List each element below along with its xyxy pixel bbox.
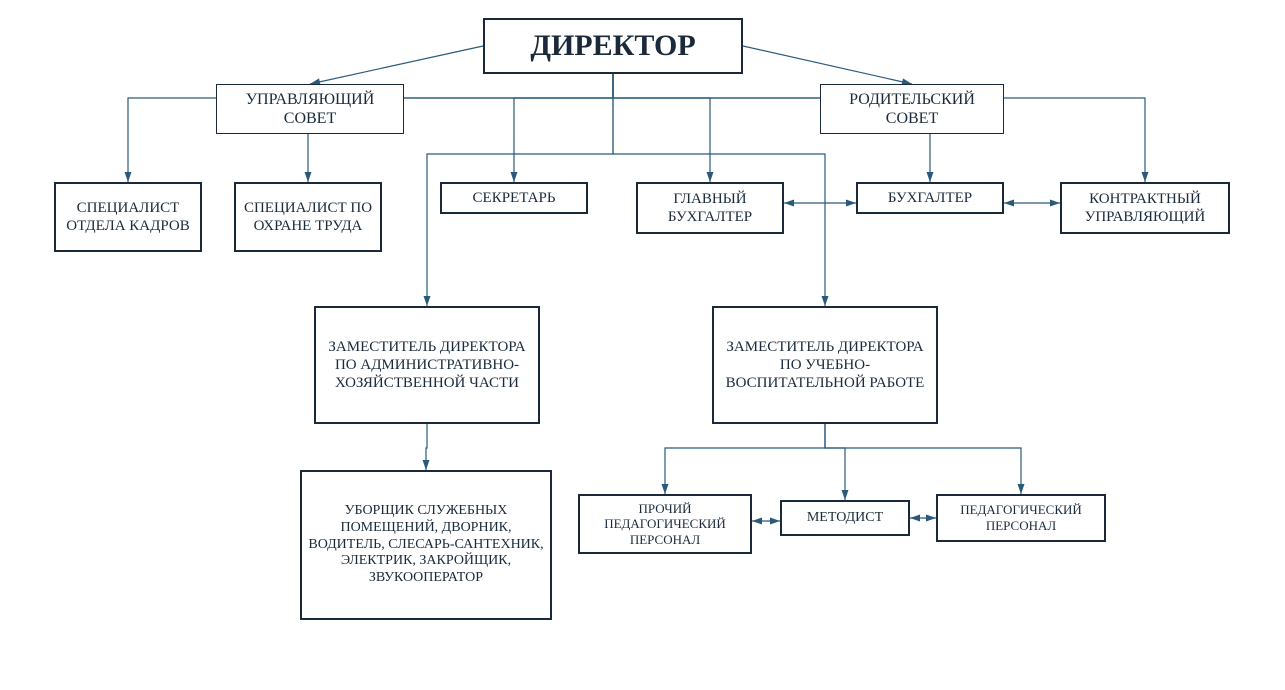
node-methodist: МЕТОДИСТ xyxy=(780,500,910,536)
node-hr-specialist: СПЕЦИАЛИСТ ОТДЕЛА КАДРОВ xyxy=(54,182,202,252)
node-parent-council: РОДИТЕЛЬСКИЙ СОВЕТ xyxy=(820,84,1004,134)
node-accountant: БУХГАЛТЕР xyxy=(856,182,1004,214)
node-label: ЗАМЕСТИТЕЛЬ ДИРЕКТОРА ПО УЧЕБНО-ВОСПИТАТ… xyxy=(720,338,930,392)
node-contract-manager: КОНТРАКТНЫЙ УПРАВЛЯЮЩИЙ xyxy=(1060,182,1230,234)
org-chart-canvas: ДИРЕКТОР УПРАВЛЯЮЩИЙ СОВЕТ РОДИТЕЛЬСКИЙ … xyxy=(0,0,1285,690)
node-label: СПЕЦИАЛИСТ ОТДЕЛА КАДРОВ xyxy=(62,199,194,235)
node-chief-accountant: ГЛАВНЫЙ БУХГАЛТЕР xyxy=(636,182,784,234)
node-secretary: СЕКРЕТАРЬ xyxy=(440,182,588,214)
node-deputy-edu: ЗАМЕСТИТЕЛЬ ДИРЕКТОРА ПО УЧЕБНО-ВОСПИТАТ… xyxy=(712,306,938,424)
node-label: СЕКРЕТАРЬ xyxy=(473,189,556,207)
node-governing-council: УПРАВЛЯЮЩИЙ СОВЕТ xyxy=(216,84,404,134)
node-maintenance-staff: УБОРЩИК СЛУЖЕБНЫХ ПОМЕЩЕНИЙ, ДВОРНИК, ВО… xyxy=(300,470,552,620)
node-label: ЗАМЕСТИТЕЛЬ ДИРЕКТОРА ПО АДМИНИСТРАТИВНО… xyxy=(322,338,532,392)
node-director: ДИРЕКТОР xyxy=(483,18,743,74)
node-label: ДИРЕКТОР xyxy=(530,28,695,64)
node-deputy-admin: ЗАМЕСТИТЕЛЬ ДИРЕКТОРА ПО АДМИНИСТРАТИВНО… xyxy=(314,306,540,424)
node-label: УПРАВЛЯЮЩИЙ СОВЕТ xyxy=(223,90,397,128)
node-label: БУХГАЛТЕР xyxy=(888,189,972,207)
node-other-ped-staff: ПРОЧИЙ ПЕДАГОГИЧЕСКИЙ ПЕРСОНАЛ xyxy=(578,494,752,554)
node-label: СПЕЦИАЛИСТ ПО ОХРАНЕ ТРУДА xyxy=(242,199,374,235)
node-safety-specialist: СПЕЦИАЛИСТ ПО ОХРАНЕ ТРУДА xyxy=(234,182,382,252)
node-ped-staff: ПЕДАГОГИЧЕСКИЙ ПЕРСОНАЛ xyxy=(936,494,1106,542)
node-label: МЕТОДИСТ xyxy=(807,510,883,527)
edges-layer xyxy=(0,0,1285,690)
node-label: ПЕДАГОГИЧЕСКИЙ ПЕРСОНАЛ xyxy=(944,502,1098,533)
node-label: КОНТРАКТНЫЙ УПРАВЛЯЮЩИЙ xyxy=(1068,190,1222,226)
node-label: ПРОЧИЙ ПЕДАГОГИЧЕСКИЙ ПЕРСОНАЛ xyxy=(586,501,744,548)
node-label: РОДИТЕЛЬСКИЙ СОВЕТ xyxy=(827,90,997,128)
node-label: УБОРЩИК СЛУЖЕБНЫХ ПОМЕЩЕНИЙ, ДВОРНИК, ВО… xyxy=(308,503,544,587)
node-label: ГЛАВНЫЙ БУХГАЛТЕР xyxy=(644,190,776,226)
